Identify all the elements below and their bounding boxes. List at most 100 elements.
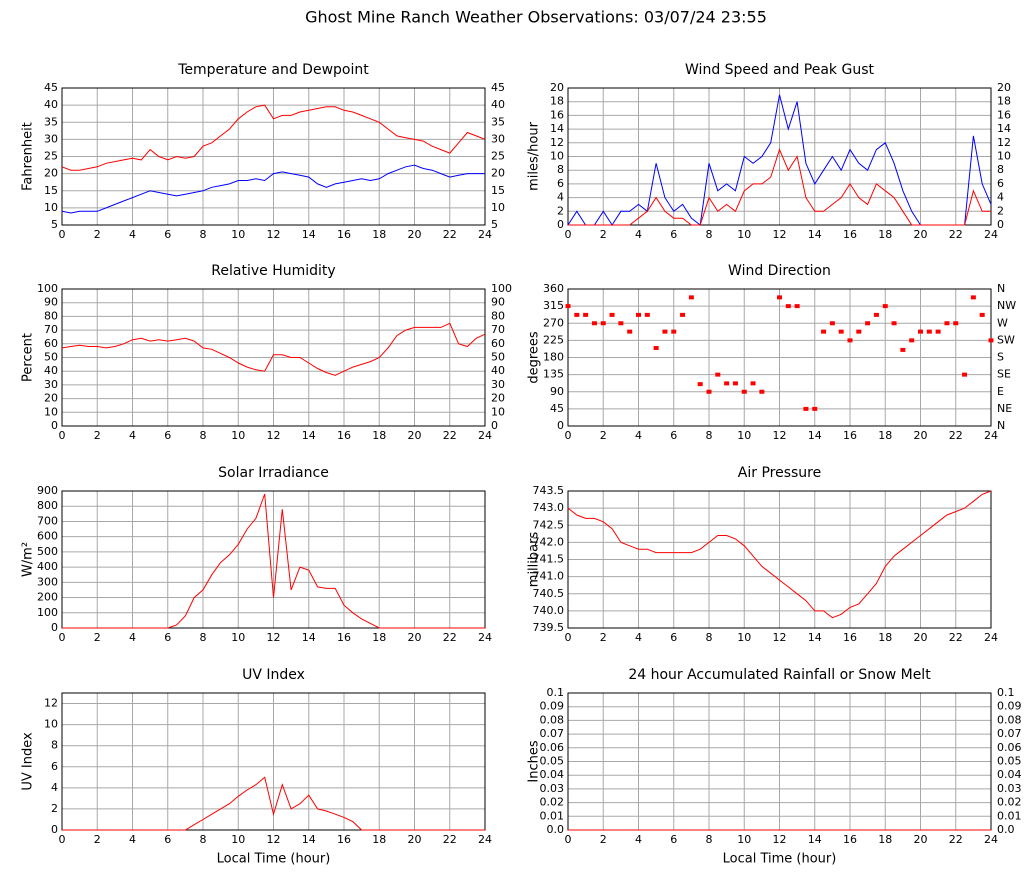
y-tick-label: 0.1 bbox=[547, 686, 565, 699]
y-tick-label: 743.0 bbox=[533, 501, 565, 514]
point bbox=[935, 329, 941, 334]
point bbox=[583, 312, 589, 317]
x-tick-label: 4 bbox=[129, 631, 136, 644]
y-tick-label: 100 bbox=[37, 606, 58, 619]
y-tick-label: 0.05 bbox=[540, 755, 565, 768]
page-title: Ghost Mine Ranch Weather Observations: 0… bbox=[305, 8, 767, 27]
y-tick-label: 135 bbox=[543, 368, 564, 381]
y-tick-label-right: 0.03 bbox=[997, 782, 1022, 795]
y-tick-label: 60 bbox=[44, 337, 58, 350]
y-tick-label: 900 bbox=[37, 484, 58, 497]
point bbox=[574, 312, 580, 317]
y-tick-label: 4 bbox=[51, 781, 58, 794]
x-tick-label: 14 bbox=[808, 228, 822, 241]
y-tick-label: 25 bbox=[44, 150, 58, 163]
x-tick-label: 2 bbox=[600, 228, 607, 241]
point bbox=[741, 389, 747, 394]
y-tick-label: 0.0 bbox=[547, 823, 565, 836]
y-tick-label-right: 30 bbox=[491, 132, 505, 145]
x-tick-label: 0 bbox=[565, 833, 572, 846]
y-tick-label: 315 bbox=[543, 299, 564, 312]
y-tick-label: 5 bbox=[51, 218, 58, 231]
x-tick-label: 16 bbox=[843, 833, 857, 846]
y-tick-label-right: 0.0 bbox=[997, 823, 1015, 836]
y-tick-label: 740.0 bbox=[533, 604, 565, 617]
y-tick-label: 0.08 bbox=[540, 713, 565, 726]
x-tick-label: 24 bbox=[984, 631, 998, 644]
y-tick-label: 400 bbox=[37, 560, 58, 573]
y-tick-label: 700 bbox=[37, 514, 58, 527]
y-tick-label-right: 0.06 bbox=[997, 741, 1022, 754]
y-tick-label-right: 14 bbox=[997, 122, 1011, 135]
y-tick-label-right: 45 bbox=[491, 81, 505, 94]
point bbox=[918, 329, 923, 334]
point bbox=[926, 329, 932, 334]
x-tick-label: 14 bbox=[302, 429, 316, 442]
x-tick-label: 18 bbox=[372, 833, 386, 846]
x-tick-label: 18 bbox=[878, 429, 892, 442]
x-tick-label: 0 bbox=[565, 631, 572, 644]
x-tick-label: 14 bbox=[302, 631, 316, 644]
x-tick-label: 8 bbox=[706, 228, 713, 241]
y-tick-label-right: 12 bbox=[997, 136, 1011, 149]
x-tick-label: 20 bbox=[408, 833, 422, 846]
y-tick-label-right: 0.09 bbox=[997, 700, 1022, 713]
y-tick-label: 0.03 bbox=[540, 782, 565, 795]
x-tick-label: 2 bbox=[600, 631, 607, 644]
point bbox=[865, 321, 871, 326]
x-tick-label: 4 bbox=[129, 228, 136, 241]
x-tick-label: 22 bbox=[443, 429, 457, 442]
y2-tick-label: SE bbox=[997, 368, 1011, 381]
y2-tick-label: W bbox=[997, 316, 1008, 329]
y-tick-label-right: 20 bbox=[491, 167, 505, 180]
x-tick-label: 22 bbox=[443, 228, 457, 241]
point bbox=[609, 312, 615, 317]
chart-title: Relative Humidity bbox=[211, 263, 335, 279]
point bbox=[671, 329, 677, 334]
x-tick-label: 18 bbox=[372, 228, 386, 241]
x-tick-label: 0 bbox=[565, 429, 572, 442]
point bbox=[750, 381, 756, 386]
x-tick-label: 2 bbox=[94, 228, 101, 241]
series-line bbox=[568, 148, 991, 226]
x-tick-label: 24 bbox=[478, 228, 492, 241]
plot-frame bbox=[61, 490, 486, 629]
x-tick-label: 4 bbox=[129, 833, 136, 846]
x-tick-label: 10 bbox=[231, 833, 245, 846]
y-tick-label-right: 2 bbox=[997, 204, 1004, 217]
y-tick-label-right: 18 bbox=[997, 95, 1011, 108]
point bbox=[838, 329, 844, 334]
x-tick-label: 16 bbox=[337, 429, 351, 442]
x-tick-label: 6 bbox=[164, 631, 171, 644]
y-tick-label: 14 bbox=[550, 122, 564, 135]
x-tick-label: 12 bbox=[773, 228, 787, 241]
x-tick-label: 8 bbox=[200, 833, 207, 846]
x-tick-label: 22 bbox=[949, 631, 963, 644]
x-tick-label: 10 bbox=[231, 228, 245, 241]
y-tick-label: 0 bbox=[51, 419, 58, 432]
x-tick-label: 10 bbox=[737, 429, 751, 442]
chart-title: Air Pressure bbox=[738, 465, 821, 481]
x-axis-label: Local Time (hour) bbox=[723, 852, 837, 867]
y-tick-label: 2 bbox=[557, 204, 564, 217]
x-tick-label: 10 bbox=[737, 833, 751, 846]
point bbox=[953, 321, 959, 326]
x-tick-label: 6 bbox=[670, 429, 677, 442]
x-tick-label: 24 bbox=[984, 429, 998, 442]
y-tick-label: 180 bbox=[543, 351, 564, 364]
plot-frame bbox=[61, 692, 486, 831]
x-tick-label: 14 bbox=[808, 429, 822, 442]
point bbox=[882, 304, 888, 309]
y-tick-label-right: 8 bbox=[997, 163, 1004, 176]
x-tick-label: 2 bbox=[94, 429, 101, 442]
x-tick-label: 12 bbox=[773, 833, 787, 846]
y-tick-label: 12 bbox=[550, 136, 564, 149]
x-tick-label: 10 bbox=[737, 228, 751, 241]
y-tick-label: 30 bbox=[44, 132, 58, 145]
y-tick-label: 360 bbox=[543, 282, 564, 295]
y-tick-label-right: 15 bbox=[491, 184, 505, 197]
chart-title: Wind Speed and Peak Gust bbox=[685, 62, 874, 78]
y-tick-label: 2 bbox=[51, 802, 58, 815]
x-tick-label: 8 bbox=[706, 833, 713, 846]
